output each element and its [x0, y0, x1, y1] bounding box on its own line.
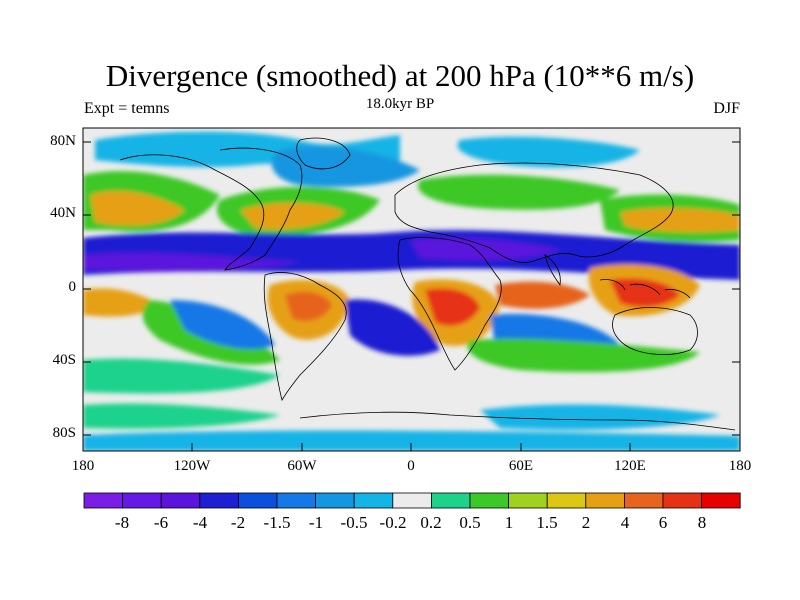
- axis-ticks: [83, 141, 740, 451]
- colorbar-swatch: [122, 492, 162, 509]
- colorbar-label: 0.2: [420, 513, 442, 532]
- divergence-field: [83, 128, 740, 451]
- colorbar-label: -0.2: [379, 513, 407, 532]
- south-atlantic-blue: [345, 299, 440, 356]
- lon-label-60w: 60W: [287, 458, 317, 474]
- colorbar-swatch: [624, 492, 664, 509]
- atlantic-orange: [240, 202, 345, 230]
- eurasia-coast: [394, 162, 674, 263]
- coastlines: [119, 137, 736, 431]
- lat-label-0: 0: [68, 279, 77, 295]
- colorbar-label: 2: [581, 513, 591, 532]
- north-subtropic-core: [83, 252, 300, 272]
- colorbar-swatch: [469, 492, 509, 509]
- colorbar-swatch: [546, 492, 587, 509]
- lon-label-120e: 120E: [614, 458, 646, 474]
- colorbar-swatch: [237, 492, 278, 509]
- colorbar-swatch: [315, 492, 355, 509]
- colorbar-swatch: [353, 492, 394, 509]
- colorbar-label: -1: [308, 513, 324, 532]
- antarctic-cyan-east: [480, 404, 720, 430]
- colorbar-label: -8: [114, 513, 130, 532]
- australia-coast: [612, 307, 698, 355]
- colorbar-label: 1: [504, 513, 514, 532]
- colorbar-swatch: [160, 492, 201, 509]
- maritime-continent-red: [610, 278, 680, 307]
- lat-label-40n: 40N: [50, 205, 76, 221]
- lon-label-60e: 60E: [508, 458, 534, 474]
- colorbar-swatch: [430, 492, 471, 509]
- colorbar: [83, 492, 741, 509]
- eurasia-green: [418, 174, 620, 210]
- lon-label-180e: 180: [728, 458, 752, 474]
- east-pacific-orange: [83, 288, 160, 317]
- lon-label-180w: 180: [71, 458, 95, 474]
- lon-label-120w: 120W: [173, 458, 211, 474]
- colorbar-swatch: [83, 492, 123, 509]
- plot-subtitle: 18.0kyr BP: [365, 96, 435, 112]
- colorbar-label: -2: [230, 513, 246, 532]
- plot-title: Divergence (smoothed) at 200 hPa (10**6 …: [105, 58, 695, 93]
- lon-label-0: 0: [407, 458, 415, 474]
- colorbar-label: 6: [658, 513, 668, 532]
- north-pacific-orange: [90, 190, 185, 226]
- antarctic-green-band: [83, 430, 740, 451]
- india-coast: [544, 254, 561, 287]
- siberia-cyan: [457, 136, 640, 168]
- colorbar-label: 4: [620, 513, 630, 532]
- lat-label-40s: 40S: [52, 352, 76, 368]
- south-indian-green: [467, 338, 700, 373]
- lat-label-80s: 80S: [52, 425, 76, 441]
- north-america-coast: [119, 147, 303, 271]
- africa-coast: [397, 237, 502, 371]
- colorbar-swatch: [392, 492, 432, 509]
- colorbar-label: -4: [192, 513, 208, 532]
- west-pacific-orange: [620, 208, 740, 233]
- south-pacific-blue: [170, 300, 275, 350]
- southern-ocean-green: [83, 358, 280, 394]
- indian-ocean-orange: [495, 281, 590, 309]
- season-label: DJF: [713, 100, 740, 117]
- colorbar-swatch: [585, 492, 625, 509]
- colorbar-label: 1.5: [536, 513, 558, 532]
- greenland-coast: [296, 137, 351, 170]
- south-america-red: [285, 291, 332, 322]
- colorbar-swatch: [508, 492, 548, 509]
- north-atlantic-cyan: [271, 146, 420, 187]
- colorbar-swatch: [701, 492, 741, 509]
- colorbar-swatch: [276, 492, 316, 509]
- colorbar-label: -0.5: [340, 513, 368, 532]
- antarctica-coast: [299, 411, 736, 431]
- colorbar-label: 8: [697, 513, 707, 532]
- colorbar-label: 0.5: [459, 513, 481, 532]
- colorbar-label: -6: [153, 513, 169, 532]
- experiment-label: Expt = temns: [84, 100, 170, 117]
- south-america-coast: [263, 272, 347, 402]
- colorbar-swatch: [662, 492, 702, 509]
- lat-label-80n: 80N: [50, 133, 76, 149]
- antarctic-cyan-west: [83, 403, 280, 429]
- colorbar-swatch: [199, 492, 239, 509]
- colorbar-label: -1.5: [263, 513, 291, 532]
- maritime-islands: [599, 279, 691, 299]
- sahara-core: [410, 238, 560, 261]
- africa-red: [425, 288, 480, 326]
